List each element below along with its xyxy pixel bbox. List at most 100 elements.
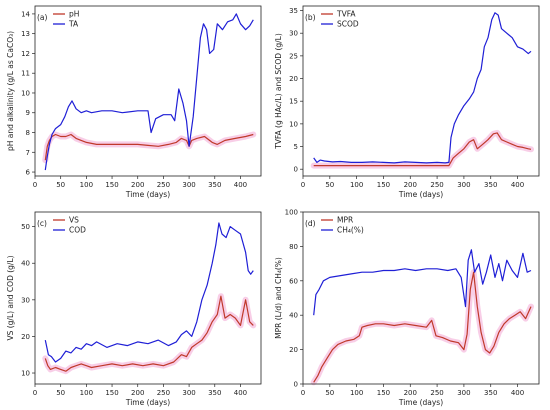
y-tick-label: 10 [289,120,298,128]
y-tick-label: 25 [289,52,298,60]
legend-label-2: TA [68,20,79,29]
y-tick-label: 15 [289,98,298,106]
plot-frame [302,211,540,385]
y-tick-label: 12 [21,50,30,58]
plot-frame [34,211,262,385]
y-tick-label: 40 [21,260,30,268]
panel-3: 0 50 100 150 200 250 300 350 400 10 20 30 40 50 Time (… [6,211,262,407]
y-tick-label: 20 [289,75,298,83]
x-tick-label: 400 [511,389,524,397]
x-tick-label: 0 [301,181,305,189]
series-band-1 [42,293,257,375]
x-tick-label: 100 [350,389,363,397]
plot-frame [302,5,540,177]
legend-label-2: CH₄(%) [337,226,364,235]
panel-1: 0 50 100 150 200 250 300 350 400 6 7 8 9 10 11 12 13 14 Ti… [6,5,262,199]
legend-label-1: VS [69,216,79,225]
panel-4: 0 50 100 150 200 250 300 350 400 0 20 40 60 80 100 Time… [274,209,540,407]
panel-label: (c) [37,219,47,228]
y-tick-label: 9 [26,109,30,117]
x-tick-label: 350 [484,389,497,397]
y-tick-label: 40 [289,312,298,320]
x-tick-label: 0 [33,389,37,397]
x-tick-label: 250 [157,389,170,397]
legend-label-2: SCOD [337,20,359,29]
y-tick-label: 7 [26,149,30,157]
y-tick-label: 30 [21,296,30,304]
y-tick-label: 30 [289,30,298,38]
series-line-1 [313,132,532,167]
legend-label-1: pH [69,10,79,19]
x-tick-label: 300 [182,181,195,189]
x-tick-label: 0 [301,389,305,397]
x-tick-label: 200 [404,389,417,397]
x-tick-label: 350 [484,181,497,189]
series-line-2 [44,222,254,363]
y-tick-label: 0 [294,381,298,389]
y-tick-label: 60 [289,277,298,285]
y-tick-label: 5 [294,143,298,151]
x-tick-label: 300 [182,389,195,397]
legend-label-1: MPR [337,216,353,225]
x-tick-label: 350 [208,389,221,397]
x-tick-label: 50 [56,389,65,397]
x-tick-label: 200 [131,389,144,397]
x-tick-label: 150 [105,181,118,189]
x-tick-label: 50 [56,181,65,189]
x-tick-label: 250 [430,181,443,189]
x-tick-label: 150 [105,389,118,397]
x-tick-label: 150 [377,181,390,189]
series-line-2 [44,13,254,171]
x-tick-label: 100 [80,389,93,397]
y-tick-label: 35 [289,7,298,15]
x-tick-label: 100 [350,181,363,189]
x-tick-label: 400 [511,181,524,189]
panel-2: 0 50 100 150 200 250 300 350 400 0 5 10 15 20 25 30 35 Ti… [274,5,540,199]
x-axis-label: Time (days) [125,398,170,407]
x-tick-label: 300 [457,181,470,189]
y-tick-label: 10 [21,370,30,378]
plot-frame [34,5,262,177]
series-line-1 [313,271,532,383]
x-tick-label: 250 [430,389,443,397]
series-line-2 [313,249,532,316]
panel-label: (d) [305,219,316,228]
panel-label: (b) [305,13,316,22]
y-tick-label: 80 [289,243,298,251]
y-tick-label: 11 [21,70,30,78]
y-tick-label: 13 [21,30,30,38]
series-line-1 [44,133,254,161]
series-line-2 [313,12,532,164]
x-axis-label: Time (days) [398,190,443,199]
legend-label-1: TVFA [336,10,356,19]
x-tick-label: 0 [33,181,37,189]
series-line-1 [44,295,254,372]
y-tick-label: 8 [26,129,30,137]
x-tick-label: 200 [131,181,144,189]
series-band-1 [310,269,534,386]
y-tick-label: 10 [21,89,30,97]
x-tick-label: 150 [377,389,390,397]
legend-label-2: COD [69,226,86,235]
y-axis-label: VS (g/L) and COD (g/L) [6,255,15,340]
x-tick-label: 200 [404,181,417,189]
y-tick-label: 6 [26,169,31,177]
y-axis-label: MPR (L/d) and CH₄(%) [274,257,283,339]
x-tick-label: 250 [157,181,170,189]
x-tick-label: 100 [80,181,93,189]
x-tick-label: 50 [325,181,334,189]
series-band-1 [310,129,534,169]
y-tick-label: 14 [21,10,30,18]
y-axis-label: pH and alkalinity (g/L as CaCO₃) [6,31,15,151]
x-axis-label: Time (days) [398,398,443,407]
panel-label: (a) [37,13,48,22]
y-tick-label: 20 [21,333,30,341]
x-tick-label: 300 [457,389,470,397]
x-tick-label: 350 [208,181,221,189]
y-tick-label: 50 [21,223,30,231]
y-axis-label: TVFA (g HAc/L) and SCOD (g/L) [274,33,283,150]
x-tick-label: 50 [325,389,334,397]
y-tick-label: 0 [294,166,298,174]
y-tick-label: 20 [289,346,298,354]
